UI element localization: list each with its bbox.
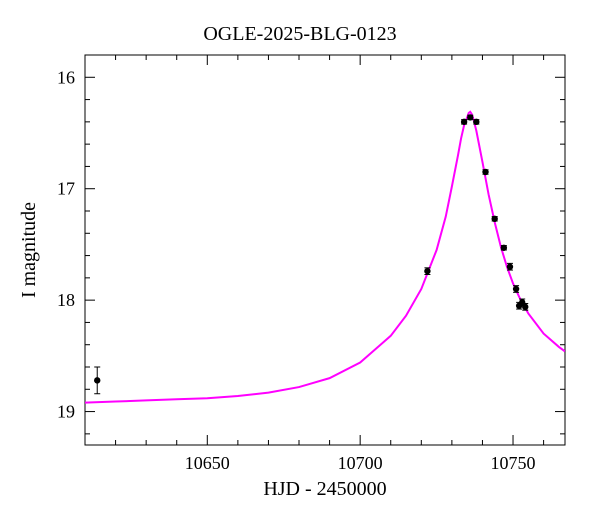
x-tick-label: 10700: [338, 453, 383, 473]
data-point: [501, 245, 507, 251]
axis-box: [85, 55, 565, 445]
data-points-group: [94, 114, 528, 394]
y-tick-label: 18: [57, 290, 75, 310]
data-point: [467, 114, 473, 120]
data-point: [94, 377, 100, 383]
y-tick-label: 16: [57, 67, 75, 87]
data-point: [461, 119, 467, 125]
x-axis-label: HJD - 2450000: [263, 478, 386, 500]
data-point: [473, 119, 479, 125]
model-curve: [85, 112, 565, 403]
data-point: [482, 169, 488, 175]
y-axis-label: I magnitude: [18, 202, 40, 298]
data-point: [424, 268, 430, 274]
x-tick-label: 10650: [185, 453, 230, 473]
chart-title: OGLE-2025-BLG-0123: [203, 23, 396, 45]
y-tick-label: 19: [57, 402, 75, 422]
data-point: [507, 264, 513, 270]
data-point: [522, 304, 528, 310]
y-tick-label: 17: [57, 179, 75, 199]
data-point: [513, 286, 519, 292]
x-tick-label: 10750: [491, 453, 536, 473]
lightcurve-chart: OGLE-2025-BLG-0123 10650 10700 10750 16 17 18 1…: [0, 0, 600, 512]
data-point: [491, 216, 497, 222]
